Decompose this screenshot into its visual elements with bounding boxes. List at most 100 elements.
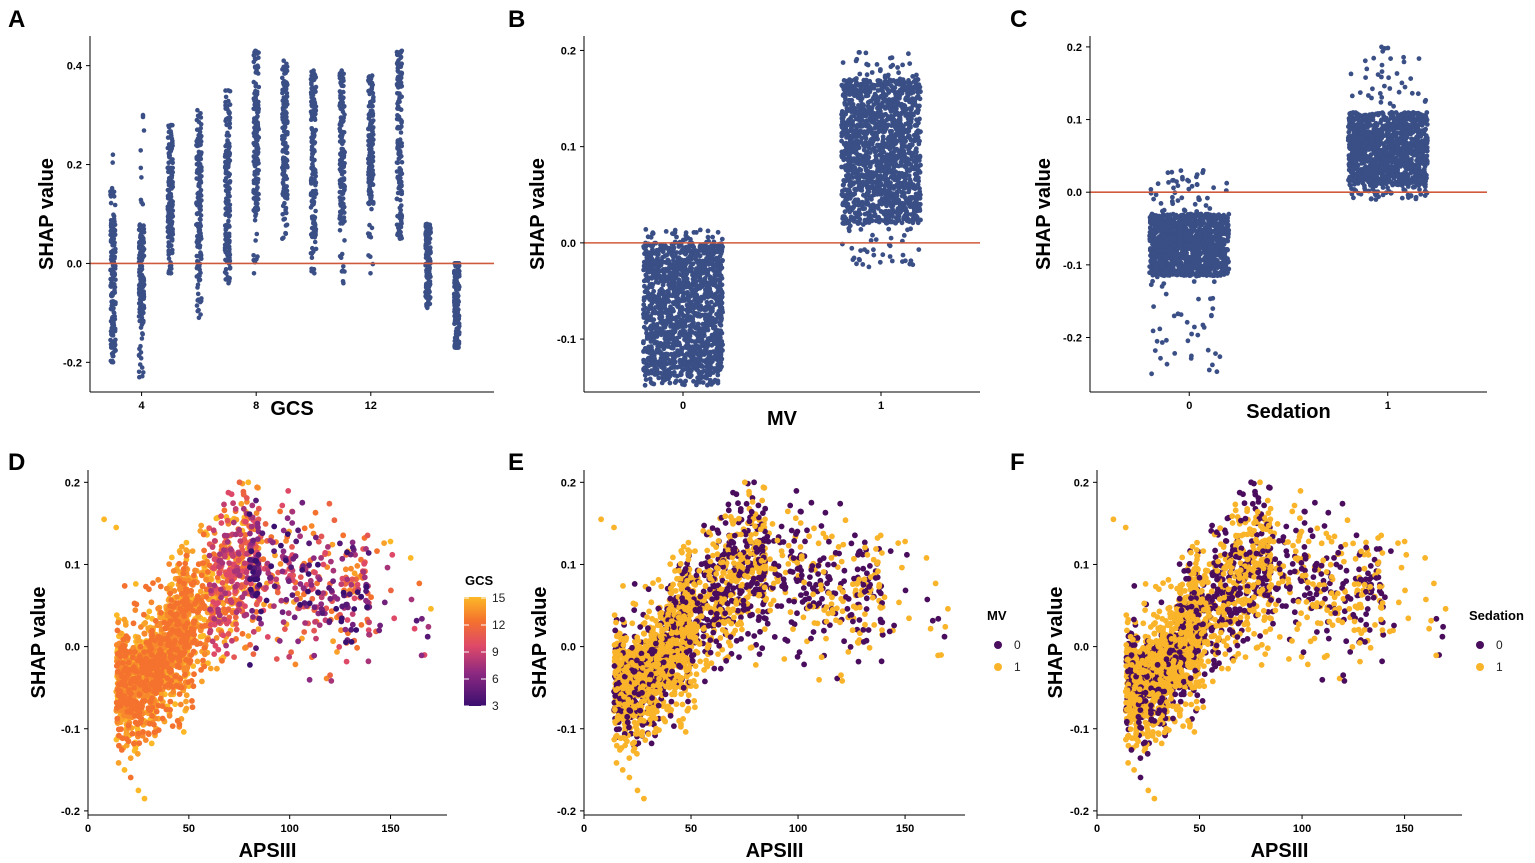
data-point (424, 249, 430, 254)
data-point (706, 248, 712, 254)
data-point (313, 231, 318, 236)
data-point (223, 257, 228, 263)
data-point (141, 276, 147, 282)
data-point (141, 370, 146, 375)
data-point (312, 235, 318, 240)
panel-a-x-axis-title: GCS (270, 398, 313, 420)
data-point (369, 73, 375, 78)
data-point (313, 89, 318, 94)
data-point (693, 275, 698, 281)
data-point (369, 199, 374, 204)
data-point (339, 135, 345, 141)
data-point (368, 254, 373, 259)
panel-a-y-axis-title: SHAP value (36, 158, 58, 270)
data-point (655, 249, 661, 254)
data-point (654, 270, 659, 276)
data-point (224, 236, 230, 241)
data-point (112, 343, 118, 348)
data-point (424, 275, 430, 280)
data-point (454, 279, 460, 284)
data-point (169, 186, 174, 191)
data-point (196, 119, 202, 125)
data-point (395, 68, 401, 74)
data-point (660, 245, 666, 251)
data-point (426, 232, 432, 237)
data-point (338, 201, 343, 207)
data-point (656, 359, 662, 364)
data-point (697, 353, 703, 359)
data-point (139, 365, 145, 370)
data-point (169, 171, 174, 177)
data-point (713, 354, 719, 360)
data-point (140, 310, 145, 316)
data-point (227, 265, 233, 270)
data-point (395, 77, 400, 82)
data-point (309, 214, 315, 219)
data-point (368, 103, 374, 108)
data-point (370, 98, 375, 103)
data-point (679, 257, 685, 263)
data-point (399, 191, 405, 197)
data-point (140, 201, 146, 207)
data-point (112, 281, 117, 287)
data-point (140, 282, 145, 288)
data-point (875, 136, 880, 142)
data-point (666, 313, 671, 318)
data-point (312, 149, 317, 154)
data-point (706, 368, 712, 374)
data-point (662, 340, 668, 346)
data-point (455, 285, 460, 290)
data-point (223, 227, 229, 233)
data-point (141, 128, 147, 133)
data-point (197, 164, 202, 169)
data-point (308, 251, 314, 256)
data-point (645, 315, 651, 320)
data-point (873, 153, 879, 159)
data-point (198, 251, 203, 256)
data-point (677, 311, 682, 316)
data-point (866, 144, 871, 150)
data-point (643, 227, 649, 232)
data-point (720, 258, 725, 263)
data-point (112, 256, 117, 261)
data-point (280, 87, 285, 93)
data-point (197, 132, 202, 137)
data-point (369, 82, 375, 88)
data-point (342, 112, 347, 117)
data-point (109, 306, 114, 312)
data-point (195, 308, 200, 314)
data-point (140, 112, 146, 118)
data-point (396, 91, 401, 96)
data-point (682, 290, 688, 296)
data-point (366, 180, 371, 185)
data-point (223, 231, 228, 236)
data-point (844, 105, 850, 111)
data-point (197, 150, 202, 155)
data-point (138, 294, 143, 300)
data-point (341, 182, 347, 188)
data-point (672, 239, 678, 245)
data-point (681, 323, 687, 329)
data-point (426, 280, 432, 285)
data-point (140, 331, 145, 337)
data-point (227, 179, 233, 184)
data-point (197, 216, 203, 222)
data-point (195, 107, 200, 113)
data-point (905, 80, 911, 85)
data-point (255, 144, 260, 150)
data-point (683, 276, 689, 282)
data-point (108, 232, 113, 238)
data-point (708, 299, 714, 305)
data-point (253, 238, 258, 243)
data-point (677, 321, 683, 327)
data-point (670, 329, 675, 334)
data-point (691, 350, 697, 356)
data-point (899, 193, 905, 199)
data-point (227, 102, 233, 107)
data-point (866, 202, 871, 207)
data-point (281, 102, 287, 107)
data-point (165, 214, 171, 219)
data-point (455, 298, 461, 304)
